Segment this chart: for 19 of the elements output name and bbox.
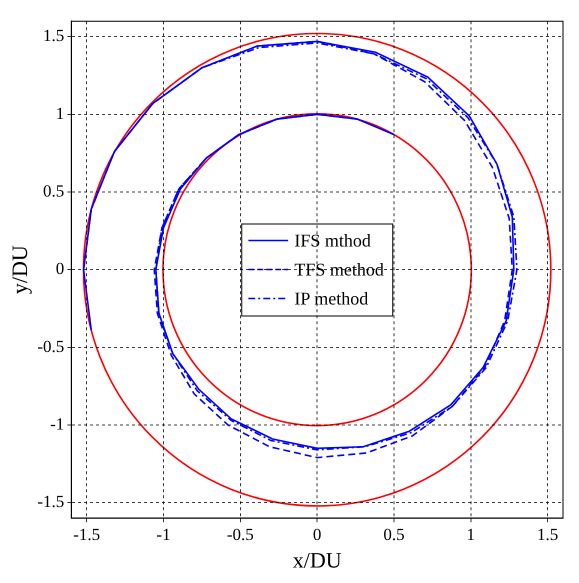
y-tick-label: -0.5 bbox=[37, 336, 64, 356]
legend-label: IFS mthod bbox=[294, 230, 371, 252]
y-axis-title: y/DU bbox=[6, 245, 32, 294]
x-tick-label: 0 bbox=[312, 524, 322, 544]
y-tick-label: 0 bbox=[56, 259, 64, 278]
x-axis-title: x/DU bbox=[292, 548, 342, 573]
x-tick-label: 0.5 bbox=[383, 524, 405, 544]
legend-label: IP method bbox=[294, 288, 368, 310]
x-tick-label: -1 bbox=[156, 524, 171, 544]
y-tick-label: 1.5 bbox=[43, 26, 64, 46]
y-tick-label: -1 bbox=[50, 414, 64, 434]
y-tick-label: 0.5 bbox=[43, 182, 64, 201]
x-tick-label: -1.5 bbox=[73, 524, 100, 544]
legend-label: TFS method bbox=[294, 259, 384, 280]
x-tick-label: -0.5 bbox=[226, 524, 254, 544]
y-tick-label: -1.5 bbox=[37, 492, 64, 512]
x-tick-label: 1 bbox=[466, 524, 476, 544]
y-tick-label: 1 bbox=[56, 104, 64, 123]
x-tick-label: 1.5 bbox=[537, 524, 558, 544]
